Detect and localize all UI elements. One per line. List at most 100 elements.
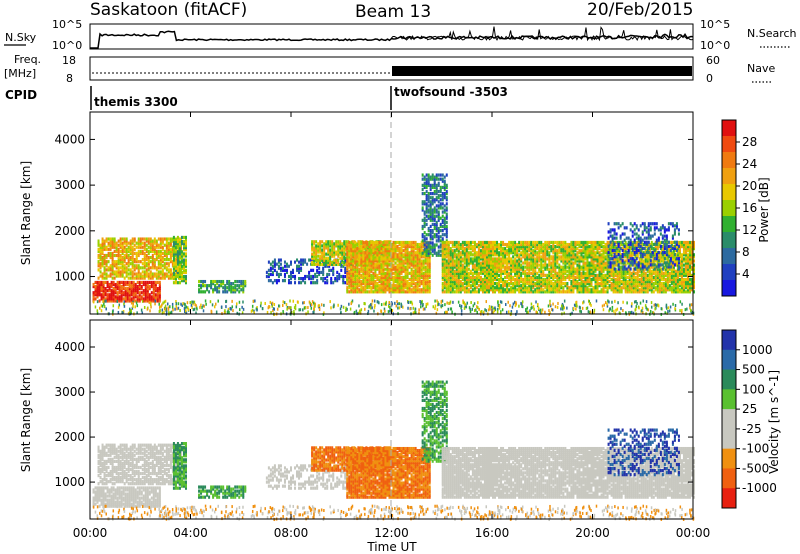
power-cell — [562, 240, 565, 245]
power-cell — [144, 299, 147, 303]
power-cell — [354, 282, 357, 286]
power-cell — [500, 286, 503, 290]
power-cell — [368, 247, 371, 251]
power-cell — [376, 282, 379, 286]
power-cell — [412, 275, 415, 280]
power-cell — [479, 286, 482, 290]
power-cell — [316, 270, 319, 275]
power-cell — [174, 242, 177, 246]
power-cell — [103, 268, 106, 272]
power-cell — [449, 247, 452, 251]
power-cell — [384, 244, 387, 249]
power-cell — [103, 247, 106, 251]
power-cell — [117, 274, 120, 278]
power-cell — [502, 288, 505, 292]
power-cell — [522, 271, 525, 275]
power-cell — [140, 291, 143, 295]
power-cell — [437, 194, 440, 198]
power-cell — [459, 271, 462, 275]
power-cell — [384, 286, 387, 290]
power-cell — [230, 286, 233, 290]
power-cell — [333, 252, 336, 256]
power-cell — [384, 277, 387, 282]
power-cell — [216, 286, 219, 290]
power-cell — [463, 259, 466, 263]
power-cell — [174, 281, 177, 285]
power-cell — [364, 244, 367, 249]
power-cell — [416, 261, 419, 265]
power-cell — [522, 279, 525, 284]
power-cell — [362, 269, 365, 273]
power-cell — [316, 279, 319, 283]
power-cell — [156, 299, 159, 303]
power-cell — [418, 275, 421, 280]
power-cell — [202, 282, 205, 286]
power-cell — [354, 265, 357, 269]
power-cell — [358, 288, 361, 292]
power-cell — [321, 254, 324, 258]
power-cell — [180, 239, 183, 244]
power-cell — [463, 277, 466, 282]
power-cell — [485, 279, 488, 284]
power-cell — [154, 295, 157, 299]
power-cell — [364, 251, 367, 255]
power-cell — [445, 273, 448, 277]
power-cell — [103, 253, 106, 258]
power-cell — [546, 244, 549, 249]
power-cell — [358, 275, 361, 280]
power-cell — [528, 271, 531, 275]
power-cell — [103, 255, 106, 260]
power-cell — [322, 266, 325, 270]
power-cell — [119, 253, 122, 258]
power-cell — [131, 249, 134, 253]
power-cell — [386, 240, 389, 245]
power-cell — [445, 242, 448, 247]
power-cell — [518, 259, 521, 263]
power-cell — [528, 249, 531, 253]
power-cell — [508, 267, 511, 271]
power-cell — [337, 246, 340, 250]
power-cell — [420, 259, 423, 263]
power-cell — [479, 265, 482, 269]
power-cell — [453, 273, 456, 277]
power-cell — [530, 251, 533, 255]
power-cell — [518, 286, 521, 290]
power-cell — [149, 241, 152, 245]
power-cell — [492, 242, 495, 247]
power-cell — [428, 269, 431, 273]
power-cell — [504, 282, 507, 286]
power-cell — [451, 253, 454, 257]
power-cell — [169, 276, 172, 280]
power-cell — [384, 251, 387, 255]
power-cell — [526, 271, 529, 275]
power-cell — [530, 288, 533, 292]
power-cell — [422, 290, 425, 294]
power-cell — [526, 257, 529, 261]
freq-tick-top: 18 — [62, 54, 76, 67]
power-cell — [392, 275, 395, 280]
power-cell — [528, 261, 531, 265]
power-cell — [184, 254, 187, 258]
power-cell — [151, 274, 154, 278]
power-cell — [406, 253, 409, 257]
power-cell — [441, 249, 444, 253]
power-cell — [518, 269, 521, 273]
power-cell — [142, 291, 145, 295]
power-cell — [449, 290, 452, 294]
power-cell — [178, 248, 181, 252]
power-cell — [384, 261, 387, 265]
power-cell — [620, 279, 623, 284]
power-cell — [151, 241, 154, 245]
power-cell — [489, 249, 492, 253]
power-cell — [271, 272, 274, 277]
nsearch-tick-bottom: 10^0 — [700, 39, 730, 52]
power-cell — [176, 242, 179, 246]
power-cell — [352, 269, 355, 273]
power-cell — [479, 253, 482, 257]
power-cell — [382, 244, 385, 249]
power-cell — [333, 254, 336, 258]
power-cell — [429, 233, 432, 237]
power-cell — [368, 259, 371, 263]
power-cell — [422, 263, 425, 267]
power-cell — [536, 279, 539, 284]
